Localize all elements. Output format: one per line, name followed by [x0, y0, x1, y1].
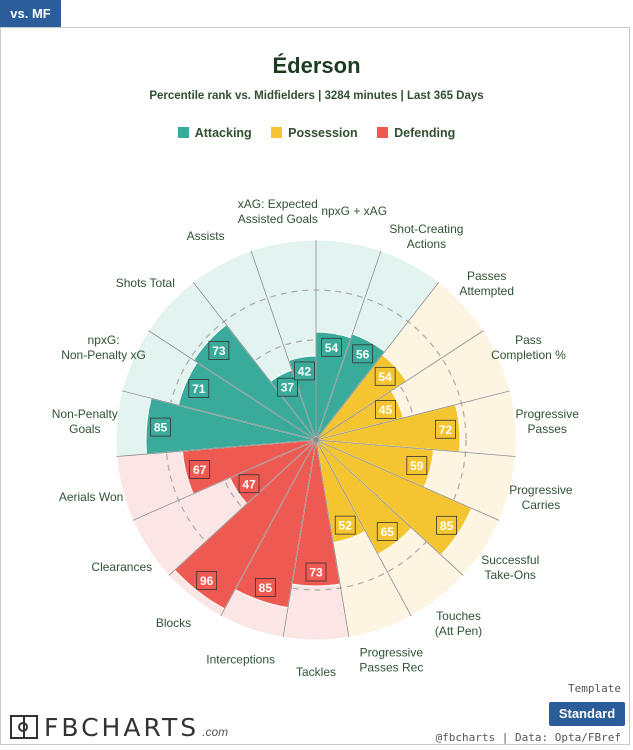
legend-swatch-possession	[271, 127, 283, 138]
value-label: 67	[189, 460, 211, 479]
value-label: 71	[188, 379, 210, 398]
spoke	[116, 439, 317, 457]
svg-text:37: 37	[281, 381, 295, 395]
svg-text:54: 54	[378, 370, 392, 384]
spoke	[168, 439, 317, 576]
logo-suffix: .com	[202, 725, 229, 739]
legend-item-attacking[interactable]: Attacking	[177, 126, 252, 140]
svg-text:65: 65	[381, 525, 395, 539]
category-label: Progressive Passes Rec	[359, 645, 423, 674]
value-label: 56	[352, 344, 374, 364]
value-label: 96	[196, 571, 218, 590]
value-label: 72	[435, 419, 456, 439]
value-label: 85	[436, 515, 458, 535]
svg-text:59: 59	[410, 459, 424, 473]
player-title: Éderson	[272, 53, 361, 78]
category-label: Tackles	[296, 665, 336, 679]
svg-text:67: 67	[193, 463, 207, 477]
value-label: 54	[374, 366, 396, 386]
value-label: 73	[208, 341, 230, 361]
legend-item-possession[interactable]: Possession	[271, 126, 358, 140]
spoke	[282, 439, 317, 638]
spoke	[315, 281, 440, 441]
value-label: 85	[254, 578, 276, 597]
data-credit: @fbcharts | Data: Opta/FBref	[435, 731, 621, 744]
chart-frame	[0, 27, 630, 745]
svg-text:71: 71	[192, 382, 206, 396]
value-label: 54	[321, 337, 342, 357]
pitch-icon	[10, 715, 38, 739]
category-label: Progressive Carries	[509, 483, 573, 512]
svg-text:73: 73	[212, 344, 226, 358]
legend-swatch-defending	[377, 127, 389, 138]
category-label: Shot-Creating Actions	[389, 222, 463, 251]
legend-label-attacking: Attacking	[194, 126, 252, 140]
spoke	[315, 390, 510, 441]
category-label: Interceptions	[206, 652, 275, 666]
spoke	[315, 439, 516, 457]
svg-text:56: 56	[356, 347, 370, 361]
svg-text:85: 85	[440, 519, 454, 533]
svg-text:45: 45	[379, 403, 393, 417]
template-standard-button[interactable]: Standard	[549, 702, 625, 726]
svg-text:52: 52	[339, 519, 353, 533]
category-label: Assists	[187, 229, 225, 243]
svg-text:73: 73	[309, 566, 323, 580]
legend: Attacking Possession Defending	[0, 126, 633, 140]
category-label: Blocks	[156, 616, 191, 630]
spoke	[122, 390, 317, 441]
category-label: Clearances	[91, 560, 152, 574]
legend-item-defending[interactable]: Defending	[377, 126, 455, 140]
category-label: Touches (Att Pen)	[435, 609, 482, 638]
spoke	[148, 330, 317, 441]
spoke	[315, 250, 382, 441]
category-label: Non-Penalty Goals	[52, 407, 118, 436]
category-label: Pass Completion %	[491, 333, 566, 362]
category-label: npxG + xAG	[321, 204, 387, 218]
spoke	[315, 330, 484, 441]
fbcharts-logo: FBCHARTS .com	[10, 712, 228, 742]
category-label: Passes Attempted	[459, 269, 514, 298]
template-label: Template	[568, 682, 621, 695]
category-label: Aerials Won	[59, 490, 123, 504]
legend-label-possession: Possession	[288, 126, 358, 140]
category-label: npxG: Non-Penalty xG	[61, 333, 146, 362]
spoke	[315, 439, 350, 638]
svg-text:54: 54	[325, 341, 339, 355]
value-label: 52	[334, 515, 356, 535]
svg-text:96: 96	[200, 574, 214, 588]
category-label: Successful Take-Ons	[481, 553, 539, 582]
value-label: 37	[277, 377, 298, 397]
svg-text:72: 72	[439, 423, 453, 437]
svg-text:85: 85	[154, 421, 168, 435]
svg-text:42: 42	[298, 364, 312, 378]
spoke	[315, 439, 464, 576]
svg-text:85: 85	[259, 581, 273, 595]
svg-text:47: 47	[242, 477, 256, 491]
spoke	[132, 439, 317, 521]
spoke	[315, 439, 412, 617]
category-label: Progressive Passes	[516, 407, 580, 436]
spoke	[192, 281, 317, 441]
logo-text: FBCHARTS	[44, 712, 200, 742]
spoke	[220, 439, 317, 617]
value-label: 45	[375, 400, 397, 419]
value-label: 65	[376, 522, 398, 541]
value-label: 42	[294, 361, 315, 381]
category-label: xAG: Expected Assisted Goals	[238, 197, 318, 226]
spoke	[250, 250, 317, 441]
value-label: 47	[238, 474, 260, 494]
value-label: 59	[406, 456, 428, 475]
spoke	[315, 439, 500, 521]
legend-swatch-attacking	[177, 127, 189, 138]
legend-label-defending: Defending	[394, 126, 456, 140]
vs-mf-tab[interactable]: vs. MF	[0, 0, 61, 27]
category-label: Shots Total	[116, 276, 175, 290]
value-label: 85	[150, 417, 171, 437]
value-label: 73	[305, 562, 327, 582]
chart-subtitle: Percentile rank vs. Midfielders | 3284 m…	[149, 90, 484, 102]
